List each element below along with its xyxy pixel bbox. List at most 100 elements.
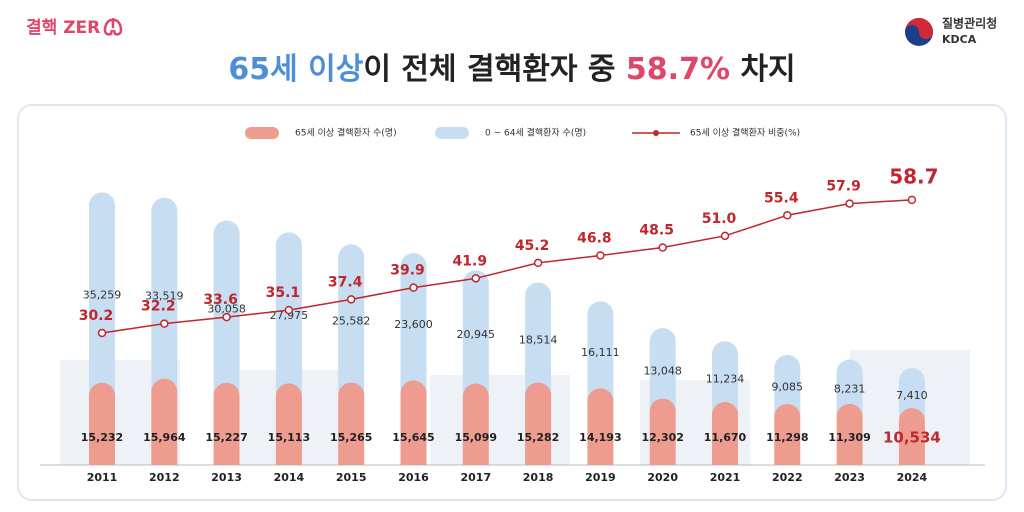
- line-point: [596, 251, 605, 260]
- value-label: 14,193: [579, 431, 621, 444]
- value-label: 8,231: [834, 383, 866, 396]
- bar-segment: [712, 401, 738, 465]
- value-label: 39.9: [390, 263, 425, 279]
- bar-segment: [712, 341, 738, 415]
- value-label: 11,670: [704, 431, 747, 444]
- bar-segment: [587, 388, 614, 465]
- value-label: 25,582: [332, 314, 371, 327]
- bar-segment: [89, 382, 116, 465]
- x-tick-label: 2013: [211, 471, 242, 484]
- value-label: 15,964: [143, 431, 186, 444]
- bar-segment: [525, 382, 552, 465]
- value-label: 32.2: [141, 299, 176, 315]
- line-point: [409, 283, 418, 292]
- bar-segment: [400, 380, 427, 465]
- value-label: 48.5: [639, 223, 674, 239]
- value-label: 15,282: [517, 431, 559, 444]
- chart-title: 65세 이상이 전체 결핵환자 중 58.7% 차지: [228, 52, 795, 87]
- line-point: [533, 258, 543, 268]
- bar-segment: [213, 220, 240, 396]
- lung-icon: [103, 18, 123, 36]
- x-tick-label: 2019: [585, 471, 616, 484]
- x-tick-label: 2016: [398, 471, 429, 484]
- value-label: 30,058: [207, 303, 246, 316]
- value-label: 23,600: [394, 318, 433, 331]
- bar-segment: [89, 192, 116, 396]
- value-label: 33,519: [145, 289, 184, 302]
- bar-segment: [774, 354, 801, 417]
- line-point: [845, 199, 854, 208]
- bar-segment: [151, 378, 178, 465]
- bar-segment: [587, 301, 614, 402]
- line-point: [783, 211, 792, 220]
- line: [101, 199, 912, 334]
- value-label: 27,975: [270, 309, 309, 322]
- value-label: 35,259: [83, 289, 122, 302]
- title-part: 이 전체 결핵환자 중: [363, 52, 626, 87]
- value-label: 55.4: [764, 190, 799, 206]
- line-point: [222, 312, 231, 322]
- legend-swatch: [435, 127, 469, 139]
- value-label: 11,309: [828, 431, 870, 444]
- value-label: 41.9: [453, 253, 488, 269]
- line-point: [720, 231, 730, 241]
- value-label: 15,227: [205, 431, 247, 444]
- legend-label: 65세 이상 결핵환자 비중(%): [690, 127, 800, 139]
- value-label: 10,534: [883, 429, 941, 447]
- value-label: 51.0: [702, 211, 737, 227]
- value-label: 11,298: [766, 431, 808, 444]
- value-label: 30.2: [79, 308, 114, 324]
- x-tick-label: 2021: [710, 471, 741, 484]
- bar-segment: [275, 383, 302, 465]
- bar-segment: [525, 282, 552, 396]
- x-tick-label: 2023: [834, 471, 865, 484]
- value-label: 15,265: [330, 431, 372, 444]
- title-part: 65세 이상: [228, 52, 363, 87]
- line-point: [907, 195, 917, 205]
- value-label: 46.8: [577, 230, 612, 246]
- bar-segment: [275, 232, 302, 397]
- line-point: [97, 328, 107, 338]
- value-label: 15,645: [392, 431, 434, 444]
- x-tick-label: 2020: [647, 471, 678, 484]
- x-tick-label: 2014: [274, 471, 305, 484]
- legend-label: 65세 이상 결핵환자 수(명): [295, 127, 397, 139]
- bar-segment: [836, 359, 863, 417]
- value-label: 45.2: [515, 238, 550, 254]
- legend-swatch: [245, 127, 279, 139]
- value-label: 15,113: [268, 431, 310, 444]
- bar-segment: [151, 197, 178, 392]
- bar-segment: [836, 403, 863, 465]
- bar-segment: [774, 403, 801, 465]
- value-label: 16,111: [581, 346, 620, 359]
- x-tick-label: 2017: [460, 471, 491, 484]
- line-point: [658, 243, 667, 252]
- bar-segment: [338, 244, 365, 396]
- value-label: 12,302: [641, 431, 683, 444]
- kdca-abbr: KDCA: [942, 33, 977, 46]
- x-tick-label: 2022: [772, 471, 803, 484]
- bar-segment: [649, 398, 676, 465]
- line-point: [346, 295, 356, 304]
- bar-segment: [462, 383, 489, 465]
- value-label: 20,945: [457, 328, 496, 341]
- x-tick-label: 2011: [87, 471, 118, 484]
- bar-segment: [898, 408, 925, 465]
- line-point: [284, 305, 294, 315]
- legend-swatch: [653, 130, 659, 136]
- value-label: 7,410: [896, 389, 928, 402]
- value-label: 9,085: [772, 380, 804, 393]
- bar-segment: [649, 328, 676, 412]
- kdca-name: 질병관리청: [942, 16, 997, 31]
- line-point: [160, 319, 169, 328]
- kdca-emblem-top: [905, 18, 933, 39]
- value-label: 33.6: [203, 292, 238, 308]
- legend-label: 0 ~ 64세 결핵환자 수(명): [485, 127, 586, 139]
- value-label: 35.1: [266, 285, 301, 301]
- value-label: 15,232: [81, 431, 123, 444]
- value-label: 57.9: [826, 179, 861, 195]
- x-tick-label: 2024: [897, 471, 928, 484]
- value-label: 58.7: [889, 164, 938, 188]
- title-part: 차지: [730, 52, 796, 87]
